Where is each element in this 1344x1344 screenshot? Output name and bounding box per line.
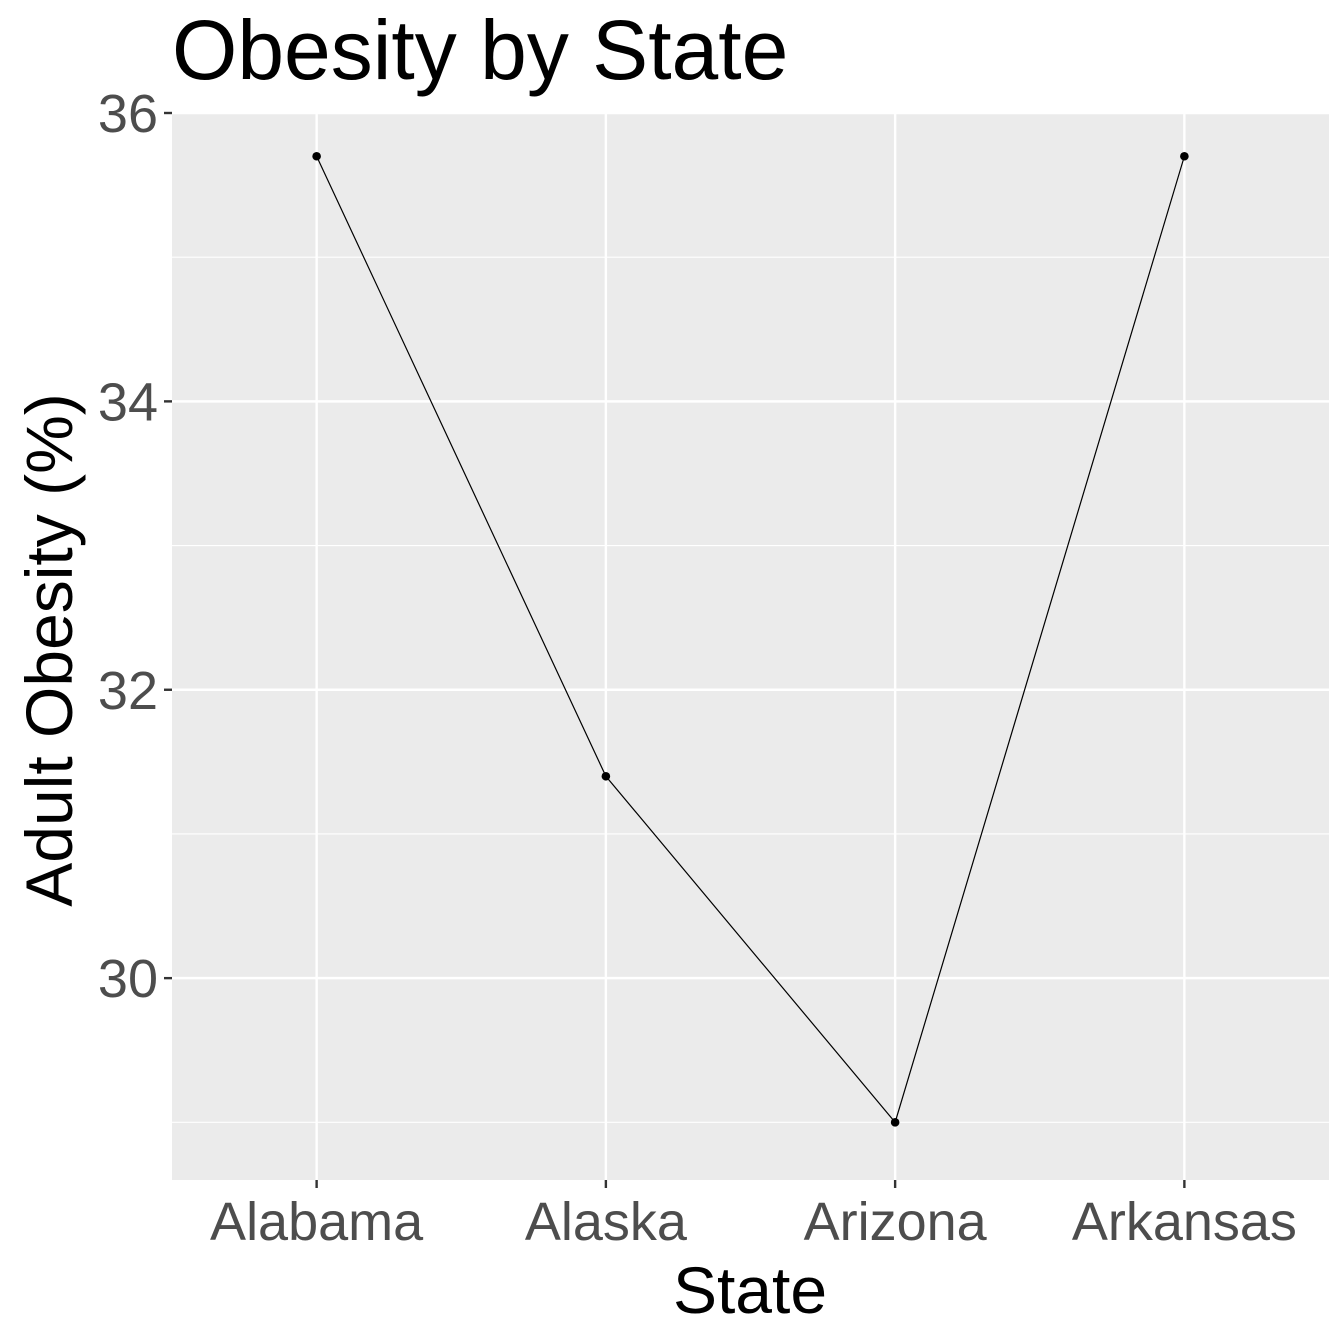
minor-gridlines <box>172 256 1329 1123</box>
plot-panel <box>172 113 1329 1180</box>
x-axis: Alabama Alaska Arizona Arkansas <box>210 1180 1297 1252</box>
y-tick-label: 32 <box>98 661 158 721</box>
chart-title: Obesity by State <box>172 3 788 97</box>
x-tick-label: Arizona <box>804 1192 988 1252</box>
y-tick-label: 36 <box>98 84 158 144</box>
y-axis: 30 32 34 36 <box>98 84 172 1009</box>
data-point <box>890 1118 900 1127</box>
x-tick-label: Arkansas <box>1072 1192 1297 1252</box>
y-tick-label: 30 <box>98 949 158 1009</box>
series-layer <box>312 151 1189 1127</box>
data-point <box>312 151 321 161</box>
x-tick-label: Alabama <box>210 1192 424 1252</box>
major-gridlines <box>172 111 1329 1180</box>
y-tick-label: 34 <box>98 372 158 432</box>
x-tick-label: Alaska <box>525 1192 688 1252</box>
data-point <box>601 771 611 781</box>
series-line <box>316 156 1185 1124</box>
x-axis-title: State <box>673 1253 827 1327</box>
y-axis-title: Adult Obesity (%) <box>12 393 86 907</box>
data-point <box>1180 151 1189 161</box>
